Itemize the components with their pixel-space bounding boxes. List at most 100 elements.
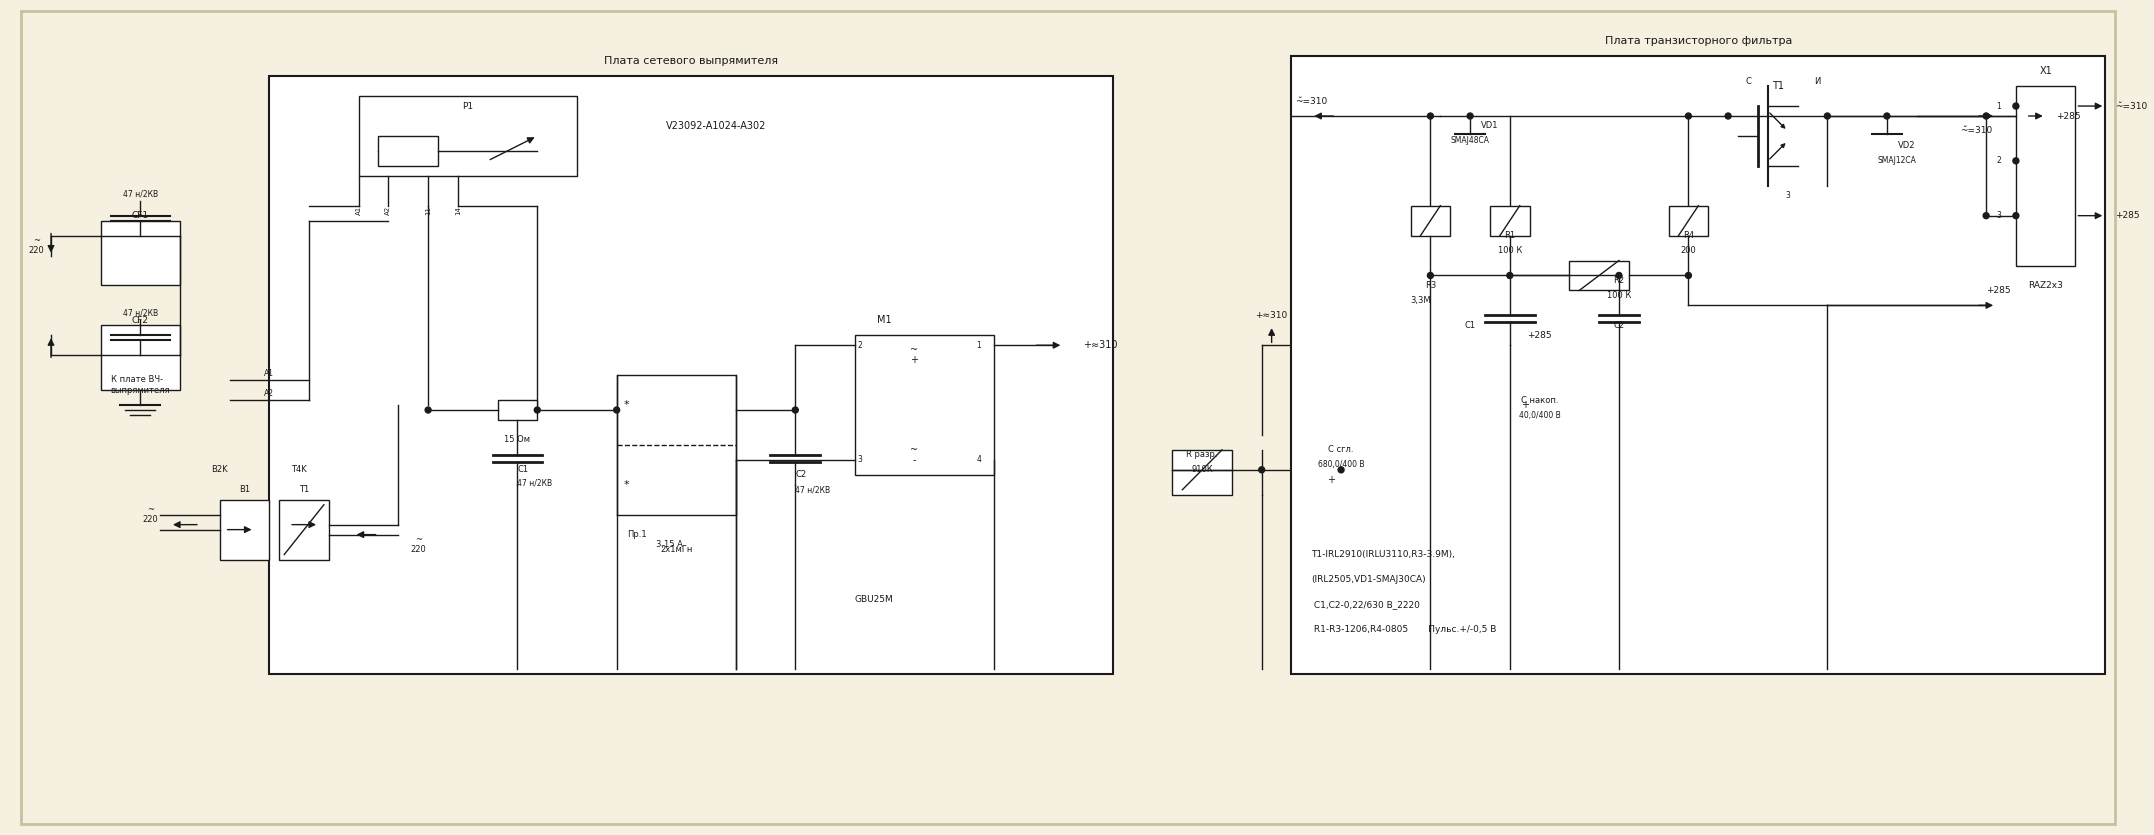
Text: CF2: CF2 — [131, 316, 149, 325]
Text: 200: 200 — [1680, 246, 1697, 255]
Text: 3: 3 — [1786, 191, 1790, 200]
Bar — [1491, 205, 1529, 235]
Circle shape — [2014, 213, 2018, 219]
Text: Плата транзисторного фильтра: Плата транзисторного фильтра — [1605, 36, 1792, 46]
Text: ~: ~ — [911, 445, 918, 455]
Text: +285: +285 — [1986, 286, 2012, 295]
Bar — [1172, 450, 1232, 495]
Text: B2K: B2K — [211, 465, 228, 474]
Text: 1: 1 — [1997, 102, 2001, 110]
Text: +≈310: +≈310 — [1256, 311, 1288, 320]
Text: T1: T1 — [1773, 81, 1784, 91]
Text: C1: C1 — [517, 465, 528, 474]
Text: R разр.: R разр. — [1187, 450, 1217, 459]
Circle shape — [614, 407, 620, 413]
Text: Пр.1: Пр.1 — [627, 530, 646, 539]
Text: 2х1мГн: 2х1мГн — [659, 545, 691, 554]
Circle shape — [1258, 342, 1264, 349]
Text: 3: 3 — [1997, 211, 2001, 220]
Text: И: И — [1814, 77, 1820, 86]
Bar — [2016, 86, 2076, 266]
Text: +285: +285 — [2055, 112, 2081, 120]
Text: R1: R1 — [1503, 231, 1516, 240]
Text: К плате ВЧ-
выпрямителя: К плате ВЧ- выпрямителя — [110, 376, 170, 395]
Text: *: * — [625, 400, 629, 410]
Text: ~̆=310: ~̆=310 — [1960, 126, 1992, 135]
Text: 680,0/400 В: 680,0/400 В — [1318, 460, 1363, 469]
Circle shape — [1984, 113, 1988, 119]
Text: V23092-A1024-A302: V23092-A1024-A302 — [666, 121, 767, 131]
Text: +: + — [1521, 400, 1529, 410]
Text: X1: X1 — [2040, 66, 2053, 76]
Text: (IRL2505,VD1-SMAJ30CA): (IRL2505,VD1-SMAJ30CA) — [1312, 575, 1426, 584]
Circle shape — [1824, 113, 1831, 119]
Text: RAZ2х3: RAZ2х3 — [2029, 281, 2064, 290]
Circle shape — [1725, 113, 1732, 119]
Text: *: * — [625, 480, 629, 490]
Circle shape — [2014, 158, 2018, 164]
Text: +: + — [911, 355, 918, 365]
Text: C2: C2 — [795, 470, 806, 479]
Text: 4: 4 — [976, 455, 982, 464]
Bar — [1292, 56, 2104, 674]
Bar — [101, 220, 181, 286]
Circle shape — [793, 407, 799, 413]
Polygon shape — [1456, 116, 1484, 134]
Text: ~̆=310: ~̆=310 — [1295, 97, 1327, 105]
Text: R2: R2 — [1613, 276, 1624, 285]
Circle shape — [1616, 272, 1622, 278]
Circle shape — [1467, 113, 1473, 119]
Text: 3,15 А: 3,15 А — [657, 540, 683, 549]
Polygon shape — [1872, 116, 1902, 134]
Bar — [1669, 205, 1708, 235]
Text: SMAJ12CA: SMAJ12CA — [1878, 156, 1917, 165]
Text: C2: C2 — [1613, 321, 1624, 330]
Circle shape — [1885, 113, 1889, 119]
Circle shape — [1428, 272, 1432, 278]
Text: 2: 2 — [1997, 156, 2001, 165]
Circle shape — [1428, 113, 1432, 119]
Text: С накоп.: С накоп. — [1521, 396, 1557, 405]
Text: R3: R3 — [1424, 281, 1437, 290]
Circle shape — [424, 407, 431, 413]
Text: C: C — [1745, 77, 1751, 86]
Text: 47 н/2КВ: 47 н/2КВ — [795, 485, 831, 494]
Circle shape — [1338, 467, 1344, 473]
Text: P1: P1 — [463, 102, 474, 110]
Text: C1,C2-0,22/630 B_2220: C1,C2-0,22/630 B_2220 — [1312, 600, 1419, 609]
Bar — [1411, 205, 1450, 235]
Text: M1: M1 — [877, 316, 892, 326]
Text: 2: 2 — [857, 341, 862, 350]
Bar — [360, 96, 577, 176]
Circle shape — [226, 377, 233, 383]
Text: 910К: 910К — [1191, 465, 1213, 474]
Text: ~
220: ~ 220 — [142, 505, 157, 524]
Text: 3,3М: 3,3М — [1411, 296, 1430, 305]
Text: CF1: CF1 — [131, 211, 149, 220]
Text: 47 н/2КВ: 47 н/2КВ — [517, 478, 554, 488]
Text: ~
220: ~ 220 — [409, 535, 426, 554]
Text: +285: +285 — [1527, 331, 1551, 340]
Bar — [855, 336, 993, 475]
Text: VD2: VD2 — [1898, 141, 1915, 150]
Text: T1: T1 — [299, 485, 310, 494]
Text: A2: A2 — [265, 388, 274, 397]
Bar — [1570, 261, 1628, 291]
Text: GBU25M: GBU25M — [855, 595, 894, 604]
Text: 3: 3 — [857, 455, 862, 464]
Bar — [280, 499, 330, 559]
Text: SMAJ48CA: SMAJ48CA — [1450, 136, 1491, 145]
Text: A1: A1 — [265, 368, 274, 377]
Text: T4K: T4K — [291, 465, 308, 474]
Text: +: + — [1327, 475, 1335, 485]
Text: R1-R3-1206,R4-0805       Пульс.+/-0,5 B: R1-R3-1206,R4-0805 Пульс.+/-0,5 B — [1312, 625, 1497, 634]
Text: Плата сетевого выпрямителя: Плата сетевого выпрямителя — [603, 56, 778, 66]
Text: ~̆=310: ~̆=310 — [2115, 102, 2148, 110]
Bar — [498, 400, 536, 420]
Text: A2: A2 — [386, 206, 392, 215]
Bar — [379, 136, 437, 166]
Bar — [101, 326, 181, 390]
Text: 14: 14 — [454, 206, 461, 215]
Text: C1: C1 — [1465, 321, 1475, 330]
Circle shape — [1684, 272, 1691, 278]
